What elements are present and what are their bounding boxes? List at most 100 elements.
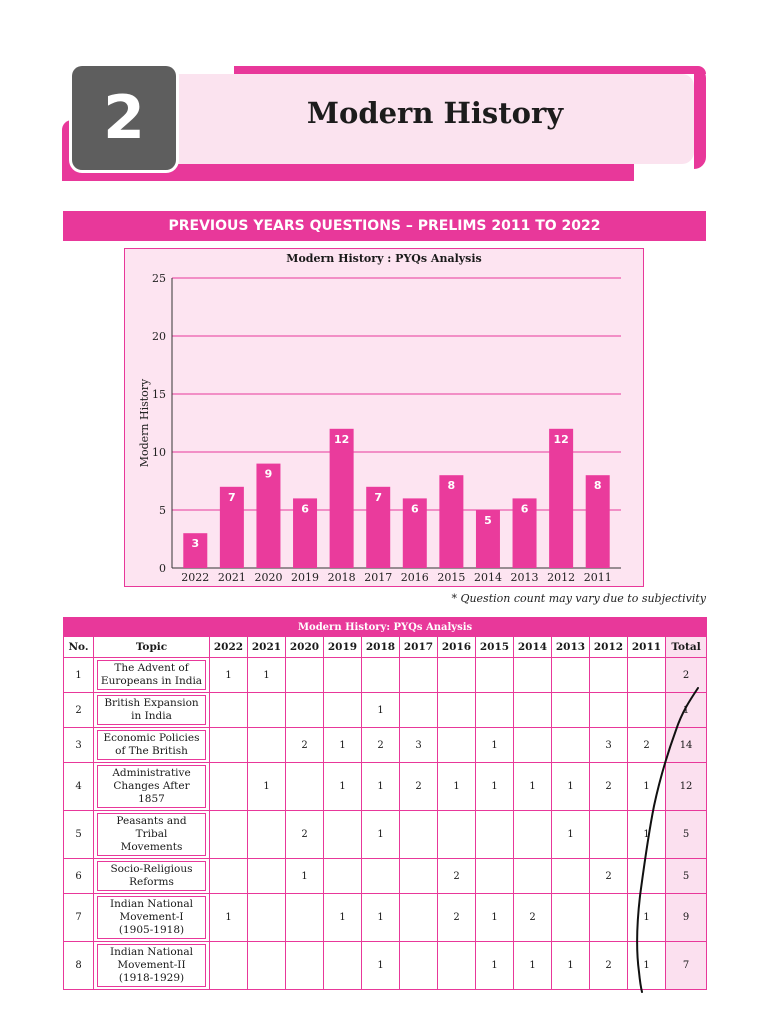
header-year-2022: 2022	[209, 636, 248, 658]
cell-year-2021	[247, 941, 286, 990]
cell-year-2015	[475, 810, 514, 859]
topic-box: Peasants and Tribal Movements	[97, 813, 206, 856]
bar-value-label: 5	[484, 514, 492, 527]
row-number: 6	[63, 858, 94, 894]
topic-line: (1918-1929)	[118, 972, 185, 984]
cell-year-2017	[399, 858, 438, 894]
chart-title: Modern History : PYQs Analysis	[286, 252, 482, 265]
cell-year-2016: 2	[437, 893, 476, 942]
topic-line: (1905-1918)	[118, 924, 185, 936]
topic-box: Indian National Movement-II (1918-1929)	[97, 944, 206, 987]
bar-value-label: 6	[301, 502, 309, 515]
cell-year-2012: 2	[589, 941, 628, 990]
cell-year-2015: 1	[475, 941, 514, 990]
header-year-2012: 2012	[589, 636, 628, 658]
bar	[402, 498, 427, 568]
plot-area	[172, 278, 621, 568]
cell-year-2014: 1	[513, 762, 552, 811]
cell-year-2016: 1	[437, 762, 476, 811]
cell-year-2018	[361, 858, 400, 894]
header-frame-top	[234, 66, 706, 74]
cell-year-2013	[551, 727, 590, 763]
topic-line: Administrative	[112, 767, 191, 779]
cell-year-2019	[323, 657, 362, 693]
x-tick-label: 2012	[547, 571, 575, 584]
topic-line: Indian National	[109, 898, 194, 910]
header-year-2016: 2016	[437, 636, 476, 658]
table-row: 2 British Expansion in India 1 1	[63, 692, 708, 728]
cell-year-2012	[589, 810, 628, 859]
row-topic: Administrative Changes After 1857	[93, 762, 210, 811]
row-total: 5	[664, 810, 708, 859]
topic-line: British Expansion	[104, 697, 199, 709]
cell-year-2022	[209, 810, 248, 859]
cell-year-2018	[361, 657, 400, 693]
bar	[329, 428, 354, 568]
cell-year-2022	[209, 727, 248, 763]
table-row: 1 The Advent of Europeans in India 1 1 2	[63, 657, 708, 693]
row-total: 14	[664, 727, 708, 763]
y-tick-label: 10	[152, 446, 166, 459]
header-year-2020: 2020	[285, 636, 324, 658]
cell-year-2018: 1	[361, 762, 400, 811]
x-tick-label: 2014	[474, 571, 502, 584]
cell-year-2016	[437, 657, 476, 693]
cell-year-2011: 1	[627, 941, 666, 990]
cell-year-2022	[209, 941, 248, 990]
cell-year-2019	[323, 692, 362, 728]
table-row: 7 Indian National Movement-I (1905-1918) 1 1 1…	[63, 893, 708, 942]
cell-year-2014	[513, 727, 552, 763]
cell-year-2016	[437, 941, 476, 990]
header-frame-right	[694, 66, 706, 169]
bar-value-label: 6	[521, 502, 529, 515]
topic-line: of The British	[115, 745, 188, 757]
bar-chart: 0 5 10 15 20 25 Modern History 3 2022 7 2021 9 2020 6…	[138, 272, 621, 584]
y-tick-label: 20	[152, 330, 166, 343]
y-tick-label: 25	[152, 272, 166, 285]
pyq-table-wrapper: Modern History: PYQs Analysis No. Topic 20…	[62, 617, 708, 990]
topic-line: Movement-II	[117, 959, 186, 971]
cell-year-2022	[209, 858, 248, 894]
row-number: 8	[63, 941, 94, 990]
y-tick-label: 0	[159, 562, 166, 575]
cell-year-2014	[513, 810, 552, 859]
cell-year-2013: 1	[551, 941, 590, 990]
cell-year-2013	[551, 657, 590, 693]
row-total: 2	[664, 657, 708, 693]
topic-line: in India	[131, 710, 172, 722]
x-tick-label: 2015	[437, 571, 465, 584]
cell-year-2014	[513, 657, 552, 693]
table-body: 1 The Advent of Europeans in India 1 1 2 2 Brit…	[63, 657, 708, 990]
row-number: 1	[63, 657, 94, 693]
cell-year-2014: 2	[513, 893, 552, 942]
cell-year-2011: 1	[627, 762, 666, 811]
cell-year-2017: 2	[399, 762, 438, 811]
cell-year-2019	[323, 858, 362, 894]
chapter-title: Modern History	[306, 96, 564, 130]
table-header-row: No. Topic 2022 2021 2020 2019 2018 2017 2016 2015…	[63, 636, 708, 658]
cell-year-2021	[247, 692, 286, 728]
bar	[512, 498, 537, 568]
cell-year-2015: 1	[475, 762, 514, 811]
topic-box: Socio-Religious Reforms	[97, 861, 206, 891]
bar-value-label: 7	[228, 491, 236, 504]
row-total: 1	[664, 692, 708, 728]
topic-line: Movements	[120, 841, 183, 853]
bar-value-label: 12	[553, 433, 568, 446]
y-tick-label: 15	[152, 388, 166, 401]
x-tick-label: 2018	[328, 571, 356, 584]
cell-year-2015: 1	[475, 893, 514, 942]
topic-line: Peasants and Tribal	[116, 815, 187, 840]
bar	[366, 486, 391, 568]
table-row: 4 Administrative Changes After 1857 1 1 1 2 1 1 1…	[63, 762, 708, 811]
cell-year-2013: 1	[551, 810, 590, 859]
bar	[256, 463, 281, 568]
x-tick-label: 2020	[254, 571, 282, 584]
cell-year-2019	[323, 941, 362, 990]
cell-year-2018: 1	[361, 941, 400, 990]
bar	[293, 498, 318, 568]
header-year-2011: 2011	[627, 636, 666, 658]
x-tick-label: 2016	[401, 571, 429, 584]
cell-year-2016	[437, 810, 476, 859]
pyq-table: Modern History: PYQs Analysis No. Topic 20…	[62, 617, 708, 990]
